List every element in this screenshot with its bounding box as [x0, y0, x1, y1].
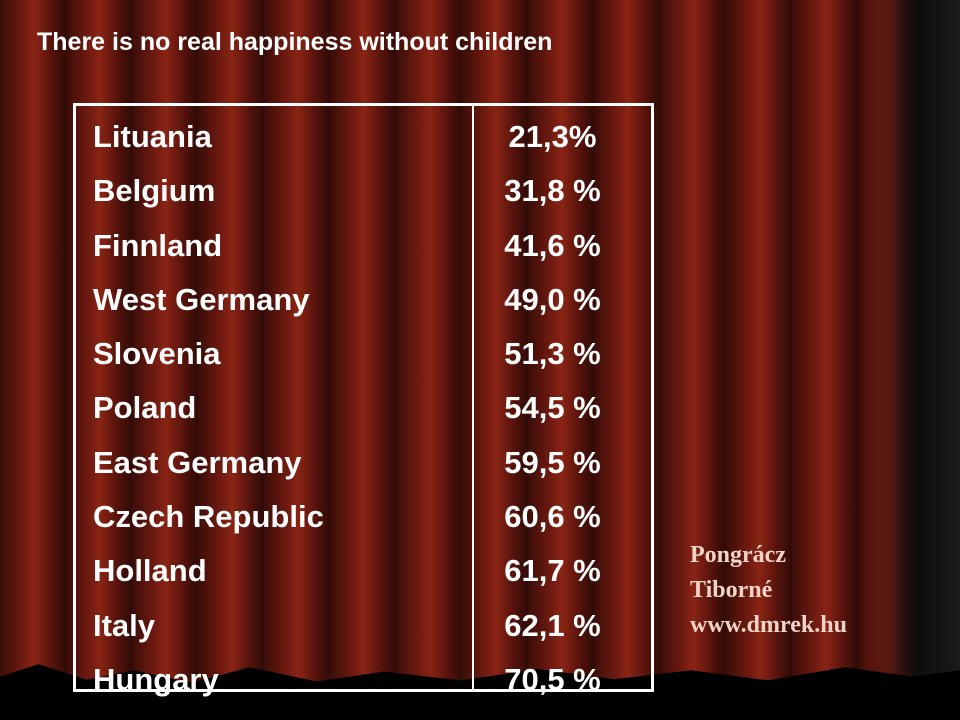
- table-row-country: East Germany: [93, 444, 302, 480]
- table-row-value: 59,5 %: [504, 444, 601, 480]
- happiness-table: Lituania Belgium Finnland West Germany S…: [73, 103, 654, 697]
- table-row-country: Poland: [93, 390, 197, 426]
- table-row-country: Finnland: [93, 227, 223, 263]
- country-column: Lituania Belgium Finnland West Germany S…: [76, 106, 474, 697]
- slide-title: There is no real happiness without child…: [37, 28, 553, 56]
- table-row-country: Slovenia: [93, 336, 221, 372]
- table-row-country: Hungary: [93, 661, 219, 697]
- table-row-value: 51,3 %: [504, 336, 601, 372]
- table-row-country: Holland: [93, 553, 207, 589]
- table-row-value: 62,1 %: [504, 607, 601, 643]
- table-row-country: Belgium: [93, 173, 216, 209]
- percentage-column: 21,3% 31,8 % 41,6 % 49,0 % 51,3 % 54,5 %…: [474, 106, 651, 697]
- table-row-country: Italy: [93, 607, 156, 643]
- table-row-value: 41,6 %: [504, 227, 601, 263]
- table-row-country: Czech Republic: [93, 499, 324, 535]
- table-row-value: 70,5 %: [504, 661, 601, 697]
- curtain-shadow: [870, 0, 960, 720]
- table-row-country: Lituania: [93, 119, 212, 154]
- credit-line-surname: Tiborné: [690, 577, 773, 603]
- table-row-country: West Germany: [93, 281, 310, 317]
- credit-line-url: www.dmrek.hu: [690, 612, 847, 638]
- table-row-value: 49,0 %: [504, 281, 601, 317]
- author-credit: Pongrácz Tiborné www.dmrek.hu: [690, 538, 847, 643]
- table-row-value: 54,5 %: [504, 390, 601, 426]
- table-row-value: 60,6 %: [504, 499, 601, 535]
- credit-line-name: Pongrácz: [690, 542, 786, 568]
- table-row-value: 21,3%: [508, 119, 597, 154]
- table-row-value: 61,7 %: [504, 553, 601, 589]
- table-row-value: 31,8 %: [504, 173, 601, 209]
